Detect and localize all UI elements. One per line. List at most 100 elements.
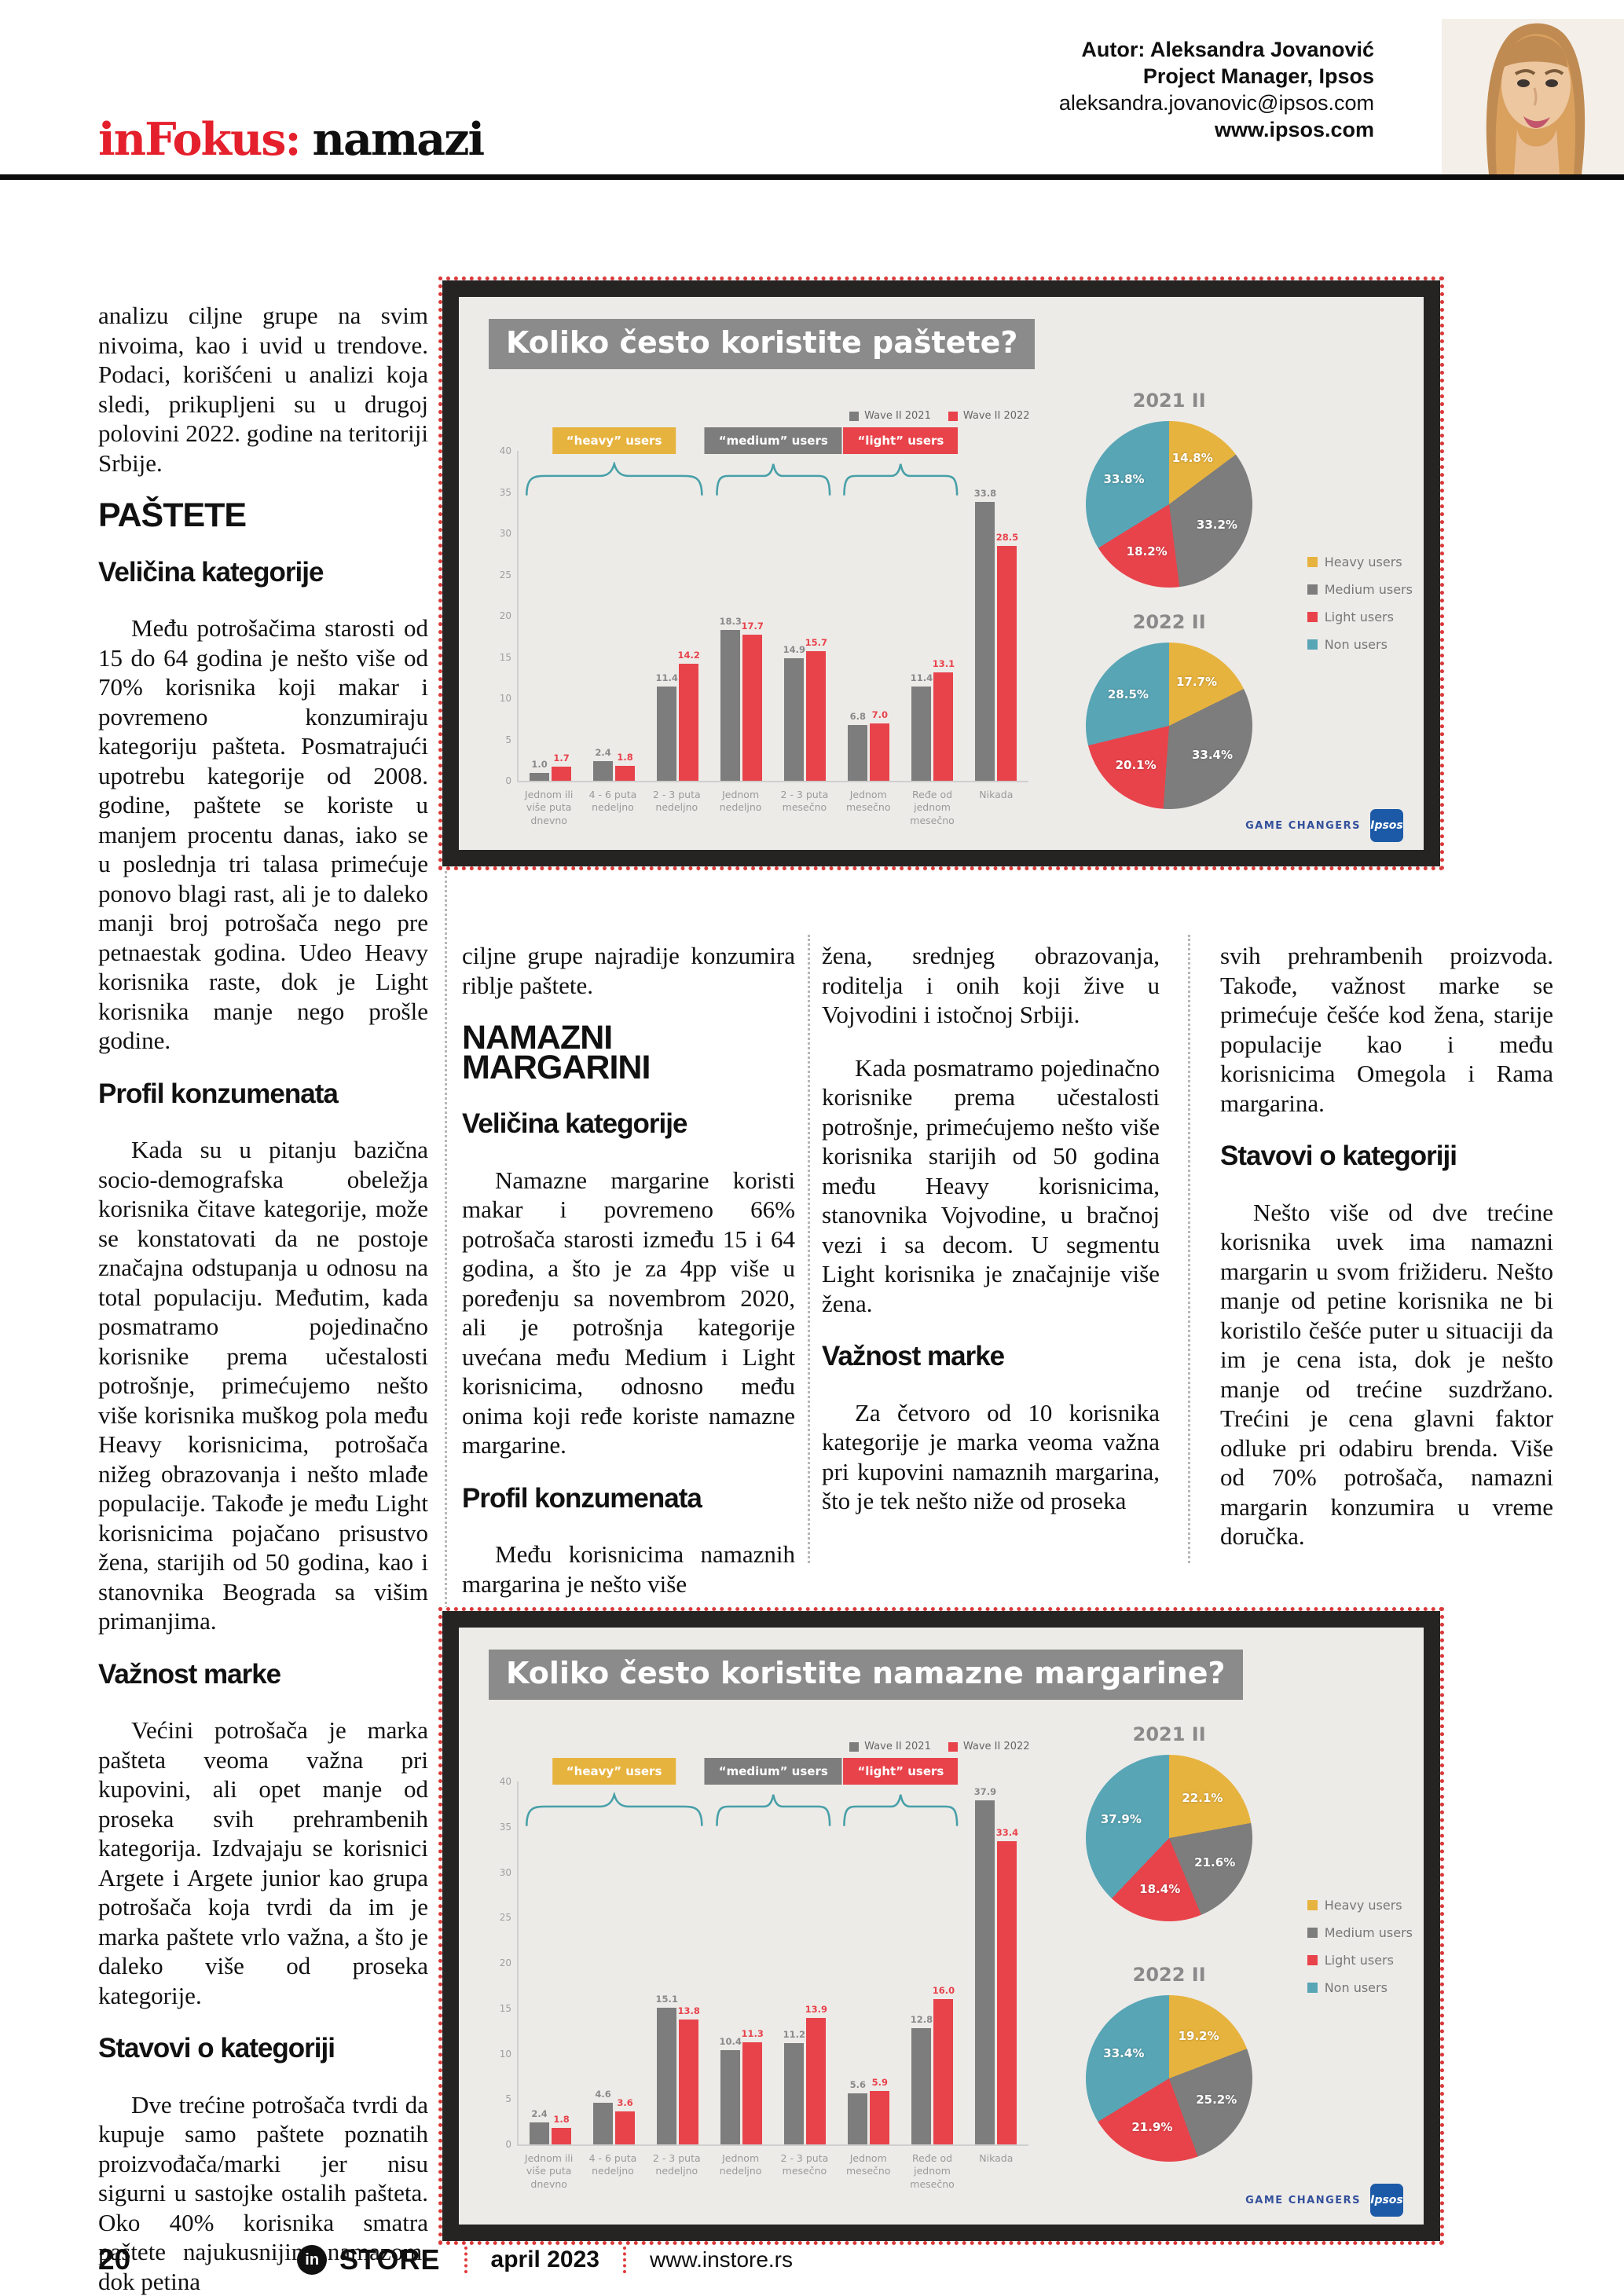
paragraph: ciljne grupe najradije konzumira riblje … <box>462 942 795 999</box>
bar-wrap: 2.4 <box>593 451 614 781</box>
bar: 16.0 <box>933 1985 955 2144</box>
wave-legend: Wave II 2021 Wave II 2022 <box>849 1741 1030 1752</box>
legend-label: Non users <box>1324 1980 1388 1995</box>
bar-value-label: 11.3 <box>741 2027 764 2039</box>
bar-wrap: 13.1 <box>933 451 955 781</box>
bar-group: 18.3 17.7 <box>709 451 773 781</box>
pie-legend: Heavy users Medium users Light users Non us… <box>1307 1898 1413 1995</box>
legend-label: Light users <box>1324 1953 1394 1968</box>
bar-chart-panel: Wave II 2021 Wave II 2022 0 5 10 15 20 25 30 35 40… <box>482 397 1032 826</box>
paragraph: Među potrošačima starosti od 15 do 64 go… <box>98 614 428 1054</box>
chart-brand: GAME CHANGERS Ipsos <box>1245 809 1403 842</box>
section-heading-namazni-margarini: NAMAZNI MARGARINI <box>462 1019 651 1086</box>
footer-site-link[interactable]: www.instore.rs <box>649 2247 794 2272</box>
user-group-label: “heavy” users <box>552 1758 676 1785</box>
pie-unit: 2021 II 22.1% 21.6% 18.4% 37.9% <box>1075 1723 1263 1921</box>
bar: 17.7 <box>742 621 764 781</box>
chart-frame: Koliko često koristite paštete? Wave II 2… <box>442 280 1440 866</box>
footer-separator <box>464 2247 467 2273</box>
user-group-label: “medium” users <box>704 1758 842 1785</box>
bar-wrap: 13.8 <box>677 1782 700 2144</box>
author-email-link[interactable]: aleksandra.jovanovic@ipsos.com <box>1058 91 1374 115</box>
legend-item: Non users <box>1307 637 1413 652</box>
pie-value-label: 22.1% <box>1182 1791 1223 1806</box>
brace-icon <box>716 462 831 496</box>
bar-wrap: 13.9 <box>805 1782 827 2144</box>
bar: 1.8 <box>552 2114 572 2144</box>
brace-icon <box>525 1792 704 1827</box>
y-axis-tick: 10 <box>499 2048 511 2060</box>
pie-value-label: 37.9% <box>1100 1811 1142 1826</box>
bar-wrap: 33.8 <box>973 451 997 781</box>
user-group-label: “light” users <box>843 1758 959 1785</box>
bar-group: 12.8 16.0 <box>900 1782 964 2144</box>
legend-label: Wave II 2021 <box>864 1741 931 1752</box>
pie-chart: 19.2% 25.2% 21.9% 33.4% <box>1086 1995 1253 2162</box>
legend-item: Heavy users <box>1307 555 1413 569</box>
bar-wrap: 3.6 <box>615 1782 636 2144</box>
header-rule <box>0 174 1624 180</box>
masthead-black: namazi <box>312 113 486 166</box>
paragraph: Većini potrošača je marka pašteta veoma … <box>98 1716 428 2009</box>
y-axis-tick: 25 <box>499 1912 511 1924</box>
legend-item: Non users <box>1307 1980 1413 1995</box>
subheading-velicina-kategorije: Veličina kategorije <box>98 556 324 588</box>
ipsos-logo: Ipsos <box>1370 2184 1403 2217</box>
bar: 1.8 <box>615 752 636 781</box>
bar-value-label: 1.8 <box>553 2114 570 2126</box>
pie-title: 2021 II <box>1132 1723 1206 1745</box>
bar-chart-panel: Wave II 2021 Wave II 2022 0 5 10 15 20 25 30 35 40… <box>482 1728 1032 2190</box>
bar: 18.3 <box>720 616 742 781</box>
paragraph: svih prehrambenih proizvoda. Takođe, važ… <box>1220 942 1553 1117</box>
author-website-link[interactable]: www.ipsos.com <box>1214 118 1374 141</box>
paragraph: Dve trećine potrošača tvrdi da kupuje sa… <box>98 2090 428 2295</box>
bar-value-label: 33.4 <box>995 1827 1019 1839</box>
pie-legend: Heavy users Medium users Light users Non us… <box>1307 555 1413 652</box>
x-axis-label: 2 - 3 puta mesečno <box>780 789 829 814</box>
bar-value-label: 37.9 <box>973 1786 997 1798</box>
y-axis-tick: 15 <box>499 2002 511 2014</box>
legend-label: Light users <box>1324 610 1394 624</box>
pie-value-label: 33.4% <box>1191 747 1234 762</box>
x-axis-label: Jednom ili više puta dnevno <box>524 789 574 826</box>
bar: 5.6 <box>848 2079 868 2144</box>
author-photo <box>1442 19 1624 174</box>
bar-value-label: 17.7 <box>741 621 764 632</box>
paragraph: Među korisnicima namaznih margarina je n… <box>462 1540 795 1598</box>
subheading-vaznost-marke: Važnost marke <box>98 1658 281 1690</box>
pie-value-label: 20.1% <box>1115 758 1157 773</box>
legend-item: Heavy users <box>1307 1898 1413 1913</box>
bar-value-label: 16.0 <box>932 1985 955 1997</box>
x-axis-label: 2 - 3 puta nedeljno <box>652 2152 701 2177</box>
bar: 6.8 <box>848 711 868 781</box>
bar-wrap: 17.7 <box>742 451 764 781</box>
paragraph: analizu ciljne grupe na svim nivoima, ka… <box>98 302 428 477</box>
bar: 13.8 <box>677 2005 700 2144</box>
instore-logo-icon: in <box>297 2245 328 2275</box>
y-axis-tick: 35 <box>499 1821 511 1833</box>
x-axis-label: 2 - 3 puta nedeljno <box>652 789 701 814</box>
bar-value-label: 5.6 <box>849 2079 867 2091</box>
pie-value-label: 33.8% <box>1103 471 1145 486</box>
chart-frame: Koliko često koristite namazne margarine… <box>442 1611 1440 2241</box>
bar-wrap: 10.4 <box>720 1782 742 2144</box>
bar-value-label: 1.7 <box>553 753 570 764</box>
footer-store-label: STORE <box>339 2243 441 2276</box>
subheading-profil-konzumenata: Profil konzumenata <box>98 1078 339 1109</box>
bar: 11.4 <box>911 672 933 781</box>
legend-label: Wave II 2022 <box>962 410 1030 422</box>
bar: 12.8 <box>911 2014 933 2144</box>
x-axis-label: 4 - 6 puta nedeljno <box>588 789 637 814</box>
bar-wrap: 12.8 <box>911 1782 933 2144</box>
bar-group: 33.8 28.5 <box>964 451 1028 781</box>
game-changers-label: GAME CHANGERS <box>1245 819 1361 832</box>
x-axis-label: 2 - 3 puta mesečno <box>780 2152 829 2177</box>
bar: 7.0 <box>870 709 890 781</box>
author-name: Autor: Aleksandra Jovanović <box>1081 38 1374 61</box>
bar-value-label: 33.8 <box>973 488 997 500</box>
column-divider-1 <box>445 292 447 2231</box>
x-axis-labels: Jednom ili više puta dnevno 4 - 6 puta ne… <box>517 781 1028 827</box>
chart-title: Koliko često koristite paštete? <box>489 319 1036 369</box>
bar-wrap: 15.1 <box>655 1782 678 2144</box>
bar-value-label: 1.0 <box>531 758 548 770</box>
